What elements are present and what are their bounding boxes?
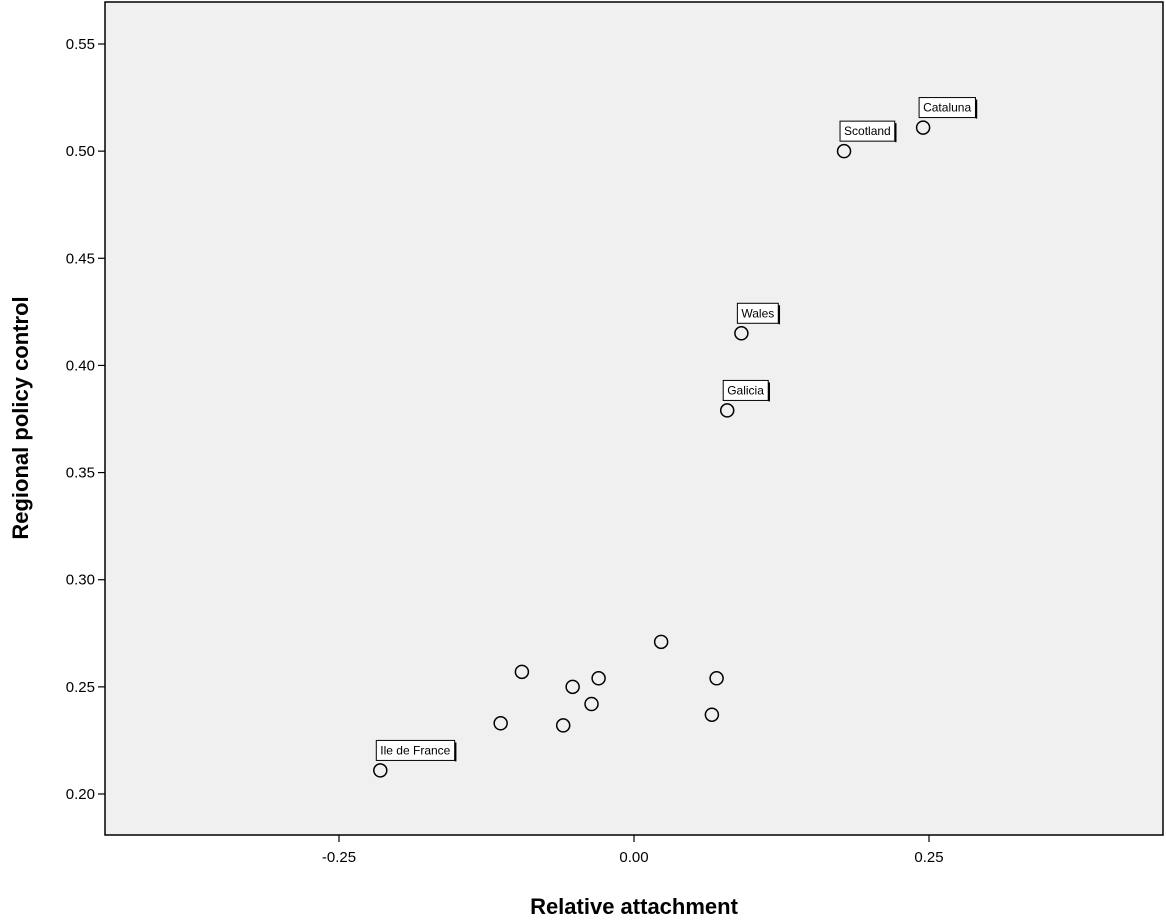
x-tick-label: -0.25 <box>322 849 356 866</box>
y-axis: 0.20 0.25 0.30 0.35 0.40 0.45 0.50 0.55 <box>66 36 105 803</box>
x-tick-label: 0.25 <box>914 849 943 866</box>
data-point <box>584 696 599 712</box>
x-tick-label: 0.00 <box>619 849 648 866</box>
data-point <box>734 326 749 341</box>
data-point <box>493 716 508 731</box>
y-tick-label: 0.30 <box>66 572 95 589</box>
point-label-box <box>839 120 896 142</box>
data-point <box>373 763 388 778</box>
point-label-box <box>722 379 769 401</box>
data-point <box>565 679 580 695</box>
point-label-text: Scotland <box>844 124 891 138</box>
point-label-text: Cataluna <box>923 101 971 115</box>
data-point <box>704 707 720 722</box>
point-label: Wales <box>736 302 781 325</box>
data-point <box>709 671 724 686</box>
y-tick-label: 0.20 <box>66 786 95 803</box>
plot-area <box>104 1 1164 836</box>
y-tick-label: 0.25 <box>66 679 95 696</box>
data-point <box>915 120 931 135</box>
y-tick-label: 0.55 <box>66 36 95 53</box>
data-point <box>653 634 669 650</box>
x-axis: -0.25 0.00 0.25 <box>322 835 944 866</box>
y-tick-label: 0.40 <box>66 357 95 374</box>
y-axis-title: Regional policy control <box>8 296 33 539</box>
data-point <box>719 403 735 418</box>
point-label-box <box>375 739 456 761</box>
data-point <box>836 143 852 159</box>
point-label: Scotland <box>839 120 897 143</box>
data-point <box>591 671 606 686</box>
data-points: Cataluna Scotland Wales Galicia Ile de Franc… <box>373 97 978 778</box>
point-label: Ile de France <box>375 739 457 762</box>
x-axis-title: Relative attachment <box>530 894 739 919</box>
point-label-box <box>918 97 976 119</box>
data-point <box>514 664 530 680</box>
y-tick-label: 0.35 <box>66 465 95 482</box>
y-tick-label: 0.50 <box>66 143 95 160</box>
point-label-text: Galicia <box>727 383 764 397</box>
y-tick-label: 0.45 <box>66 250 95 267</box>
point-label-text: Ile de France <box>380 743 450 757</box>
point-label-text: Wales <box>741 306 774 320</box>
point-label-box <box>736 302 779 324</box>
data-point <box>555 718 571 733</box>
point-label: Galicia <box>722 379 770 402</box>
point-label: Cataluna <box>918 97 978 119</box>
